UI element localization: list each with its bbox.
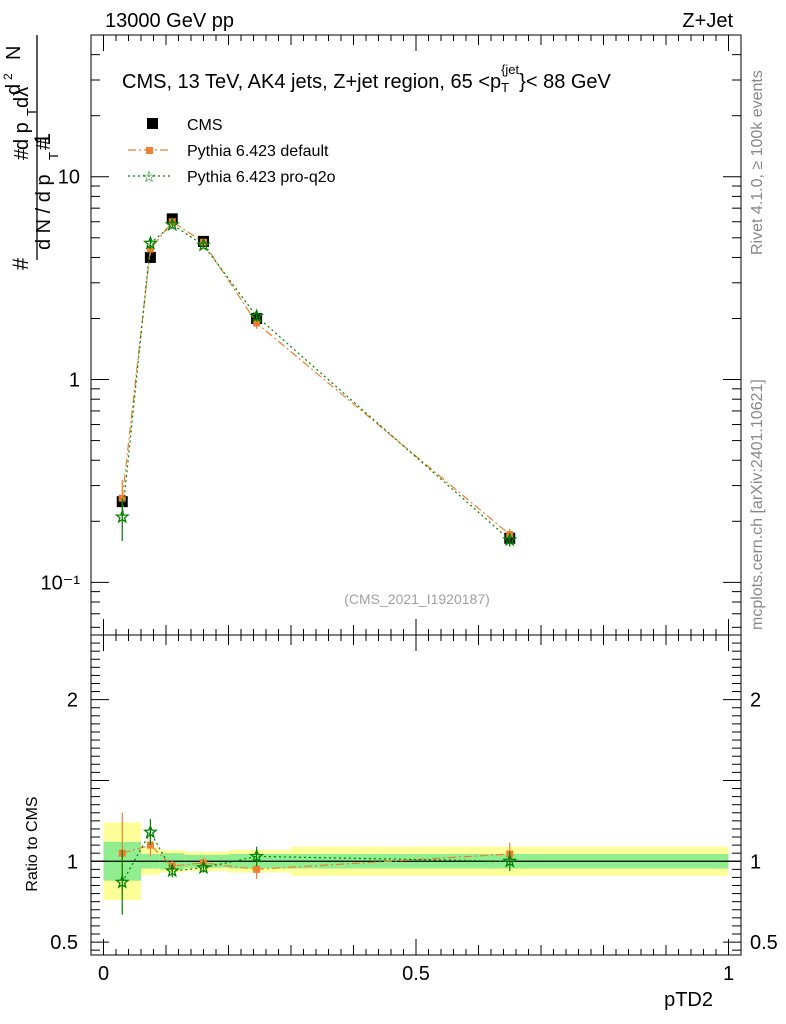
legend-label-cms: CMS [187, 117, 223, 134]
main-panel: 10⁻¹ 1 10 [41, 34, 742, 636]
header-left: 13000 GeV pp [105, 10, 234, 32]
title-tail: }< 88 GeV [519, 71, 611, 93]
y-axis-label: # 1 d N / d p T # # d 2 N d p T dλ [1, 35, 61, 270]
x-tick-label: 0.5 [402, 963, 430, 985]
ratio-point-proq2o [114, 874, 130, 889]
svg-text:d p: d p [11, 122, 33, 150]
svg-text:#: # [33, 138, 55, 150]
legend-marker-cms [147, 118, 158, 129]
ratio-y-tick-label-right: 2 [750, 690, 761, 712]
svg-text:#: # [8, 257, 33, 270]
series-line-default [121, 220, 511, 536]
ratio-point-proq2o [249, 848, 265, 863]
series-line-proq2o [121, 223, 511, 541]
ratio-y-tick-label-right: 0.5 [750, 932, 778, 954]
ratio-y-tick-label-right: 1 [750, 851, 761, 873]
data-point-proq2o [164, 216, 180, 232]
legend: CMS Pythia 6.423 default ☆ Pythia 6.423 … [128, 117, 336, 186]
x-tick-label: 1 [723, 963, 734, 985]
header-right: Z+Jet [682, 10, 733, 32]
ratio-y-axis-label: Ratio to CMS [24, 796, 41, 891]
title-sup: {jet [501, 62, 519, 77]
ratio-line-default [122, 844, 510, 870]
rivet-version-label: Rivet 4.1.0, ≥ 100k events [749, 70, 766, 255]
ratio-point-proq2o [502, 853, 518, 868]
ratio-point-proq2o [142, 824, 158, 839]
legend-label-proq2o: Pythia 6.423 pro-q2o [187, 169, 336, 186]
analysis-tag: (CMS_2021_I1920187) [344, 591, 490, 607]
data-point-default [253, 319, 261, 327]
svg-text:d N / d p: d N / d p [33, 174, 55, 250]
ratio-panel: 0 0.5 1 0.5 0.5 1 1 2 2 [50, 634, 778, 985]
data-point-proq2o [196, 237, 211, 252]
svg-text:N: N [3, 46, 25, 60]
chart-title: CMS, 13 TeV, AK4 jets, Z+jet region, 65 … [122, 62, 612, 95]
ratio-point-proq2o [196, 859, 211, 875]
legend-marker-default [146, 147, 153, 154]
svg-text:1: 1 [30, 133, 55, 145]
title-sub: T [501, 80, 509, 95]
y-tick-label: 10 [58, 167, 80, 189]
ratio-frame [90, 634, 742, 956]
x-axis-label: pTD2 [664, 989, 713, 1011]
ratio-y-tick-label: 1 [67, 851, 78, 873]
x-tick-label: 0 [98, 963, 109, 985]
data-point-cms [144, 251, 156, 263]
ratio-y-tick-label: 0.5 [50, 932, 78, 954]
svg-text:d: d [3, 84, 25, 95]
legend-marker-proq2o: ☆ [142, 169, 156, 186]
svg-text:T: T [24, 108, 39, 116]
data-point-proq2o [502, 532, 518, 547]
svg-text:dλ: dλ [11, 87, 33, 108]
data-point-proq2o [114, 509, 130, 524]
ratio-point-default [253, 865, 261, 873]
svg-text:#: # [11, 148, 33, 160]
ratio-y-tick-label: 2 [67, 690, 78, 712]
data-point-proq2o [142, 235, 158, 250]
title-main: CMS, 13 TeV, AK4 jets, Z+jet region, 65 … [122, 71, 501, 93]
mcplots-label: mcplots.cern.ch [arXiv:2401.10621] [749, 379, 766, 630]
y-tick-label: 10⁻¹ [41, 572, 81, 594]
ratio-point-proq2o [164, 863, 180, 878]
y-tick-label: 1 [69, 370, 80, 392]
svg-text:2: 2 [1, 73, 15, 80]
legend-label-default: Pythia 6.423 default [187, 143, 329, 160]
data-point-proq2o [249, 308, 265, 323]
svg-text:T: T [46, 152, 61, 160]
